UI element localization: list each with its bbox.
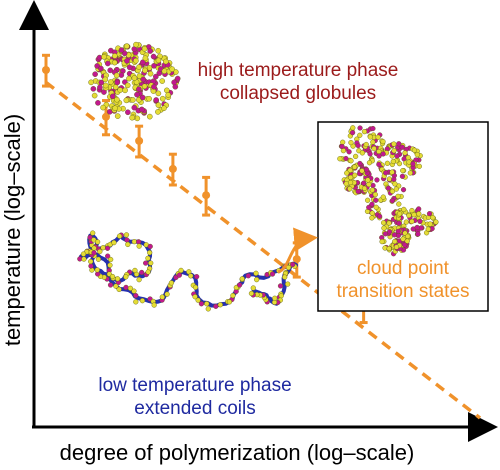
error-bar-point xyxy=(202,175,211,217)
y-axis-label: temperature (log–scale) xyxy=(0,114,25,346)
data-point xyxy=(168,164,177,173)
annotation-cloud-point-line1: cloud point xyxy=(357,258,450,279)
data-point xyxy=(202,191,211,200)
collapsed-globule-illustration xyxy=(88,41,181,122)
annotation-high-temp-line1: high temperature phase xyxy=(198,60,399,81)
error-bar-point xyxy=(42,53,50,88)
annotation-low-temp-line1: low temperature phase xyxy=(98,375,291,396)
transition-arrow xyxy=(277,227,318,274)
annotation-low-temp-line2: extended coils xyxy=(134,398,255,419)
x-axis-label: degree of polymerization (log–scale) xyxy=(60,440,415,465)
data-point xyxy=(42,66,50,74)
data-point xyxy=(135,136,144,145)
transition-state-illustration xyxy=(337,125,439,257)
error-bar-point xyxy=(135,124,144,159)
error-bar-point xyxy=(168,152,177,187)
annotation-high-temp-line2: collapsed globules xyxy=(220,83,376,104)
extended-coil-illustration xyxy=(77,230,298,312)
data-point xyxy=(292,255,301,264)
data-point xyxy=(101,112,110,121)
transition-dashed-line xyxy=(44,80,482,420)
annotation-cloud-point-line2: transition states xyxy=(336,281,469,302)
